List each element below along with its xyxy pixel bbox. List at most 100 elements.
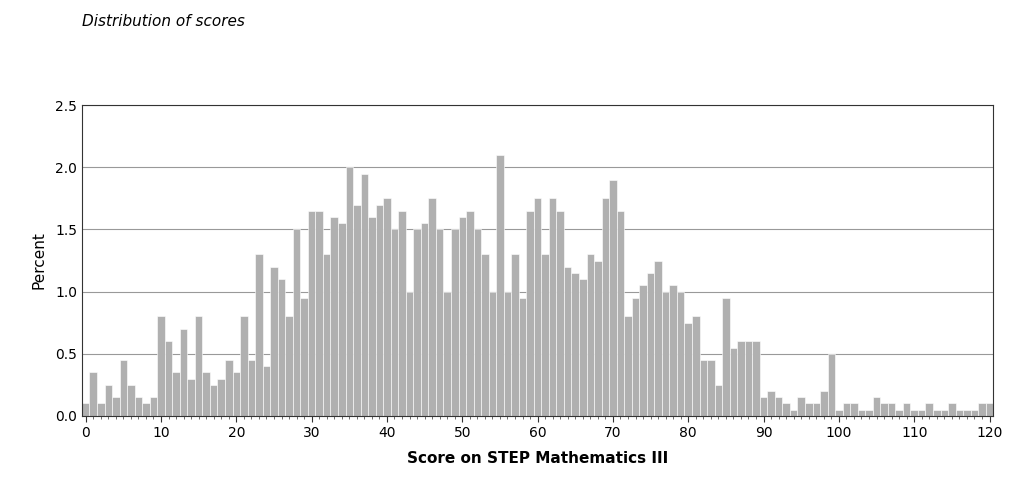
Bar xyxy=(827,354,836,416)
Bar xyxy=(391,229,398,416)
Bar xyxy=(836,410,843,416)
Bar xyxy=(459,217,466,416)
Bar xyxy=(232,372,240,416)
Bar xyxy=(338,223,345,416)
Text: Distribution of scores: Distribution of scores xyxy=(82,14,245,29)
Bar xyxy=(895,410,903,416)
Bar xyxy=(112,397,120,416)
Bar xyxy=(760,397,767,416)
Bar xyxy=(790,410,798,416)
Bar xyxy=(647,273,654,416)
Bar xyxy=(331,217,338,416)
Bar xyxy=(722,298,730,416)
Bar xyxy=(225,360,232,416)
Bar xyxy=(195,316,203,416)
Bar xyxy=(865,410,872,416)
Bar xyxy=(684,323,692,416)
Bar xyxy=(278,279,286,416)
Bar xyxy=(602,198,609,416)
Bar xyxy=(737,341,744,416)
Bar xyxy=(248,360,255,416)
Bar xyxy=(187,379,195,416)
Bar xyxy=(240,316,248,416)
Bar xyxy=(134,397,142,416)
Bar xyxy=(414,229,421,416)
Bar xyxy=(753,341,760,416)
Bar xyxy=(488,292,497,416)
Bar xyxy=(542,254,549,416)
Bar xyxy=(481,254,488,416)
Bar xyxy=(910,410,918,416)
Bar xyxy=(594,261,602,416)
Bar xyxy=(579,279,587,416)
Bar xyxy=(616,211,625,416)
Bar xyxy=(805,403,812,416)
Bar xyxy=(933,410,941,416)
Bar xyxy=(315,211,323,416)
Bar xyxy=(812,403,820,416)
Bar xyxy=(451,229,459,416)
Bar xyxy=(707,360,715,416)
Bar xyxy=(955,410,964,416)
Bar xyxy=(127,385,134,416)
Bar xyxy=(436,229,443,416)
Bar xyxy=(775,397,782,416)
Bar xyxy=(263,366,270,416)
Bar xyxy=(571,273,579,416)
Bar xyxy=(662,292,670,416)
Bar xyxy=(398,211,406,416)
Bar xyxy=(421,223,428,416)
Bar xyxy=(369,217,376,416)
Bar xyxy=(150,397,158,416)
Bar xyxy=(104,385,112,416)
Bar xyxy=(986,403,993,416)
Bar xyxy=(730,348,737,416)
Bar xyxy=(872,397,881,416)
Bar xyxy=(556,211,564,416)
Bar xyxy=(639,285,647,416)
Bar xyxy=(888,403,895,416)
Bar xyxy=(323,254,331,416)
Bar xyxy=(964,410,971,416)
Bar xyxy=(406,292,414,416)
Bar xyxy=(609,180,616,416)
Bar xyxy=(466,211,473,416)
Bar xyxy=(670,285,677,416)
Bar xyxy=(82,403,89,416)
Bar xyxy=(654,261,662,416)
Bar xyxy=(798,397,805,416)
Bar xyxy=(587,254,594,416)
Bar xyxy=(843,403,850,416)
Bar xyxy=(820,391,827,416)
Bar xyxy=(971,410,978,416)
X-axis label: Score on STEP Mathematics III: Score on STEP Mathematics III xyxy=(407,451,669,467)
Bar xyxy=(564,267,571,416)
Bar xyxy=(142,403,150,416)
Bar xyxy=(782,403,790,416)
Bar xyxy=(443,292,451,416)
Bar xyxy=(89,372,97,416)
Bar xyxy=(473,229,481,416)
Y-axis label: Percent: Percent xyxy=(32,231,47,290)
Bar xyxy=(715,385,722,416)
Bar xyxy=(428,198,436,416)
Bar xyxy=(180,329,187,416)
Bar xyxy=(255,254,263,416)
Bar xyxy=(300,298,308,416)
Bar xyxy=(376,205,383,416)
Bar xyxy=(526,211,534,416)
Bar xyxy=(217,379,225,416)
Bar xyxy=(504,292,511,416)
Bar xyxy=(293,229,300,416)
Bar xyxy=(165,341,172,416)
Bar xyxy=(549,198,556,416)
Bar xyxy=(850,403,858,416)
Bar xyxy=(497,155,504,416)
Bar xyxy=(383,198,391,416)
Bar xyxy=(97,403,104,416)
Bar xyxy=(120,360,127,416)
Bar xyxy=(903,403,910,416)
Bar xyxy=(941,410,948,416)
Bar xyxy=(978,403,986,416)
Bar xyxy=(511,254,519,416)
